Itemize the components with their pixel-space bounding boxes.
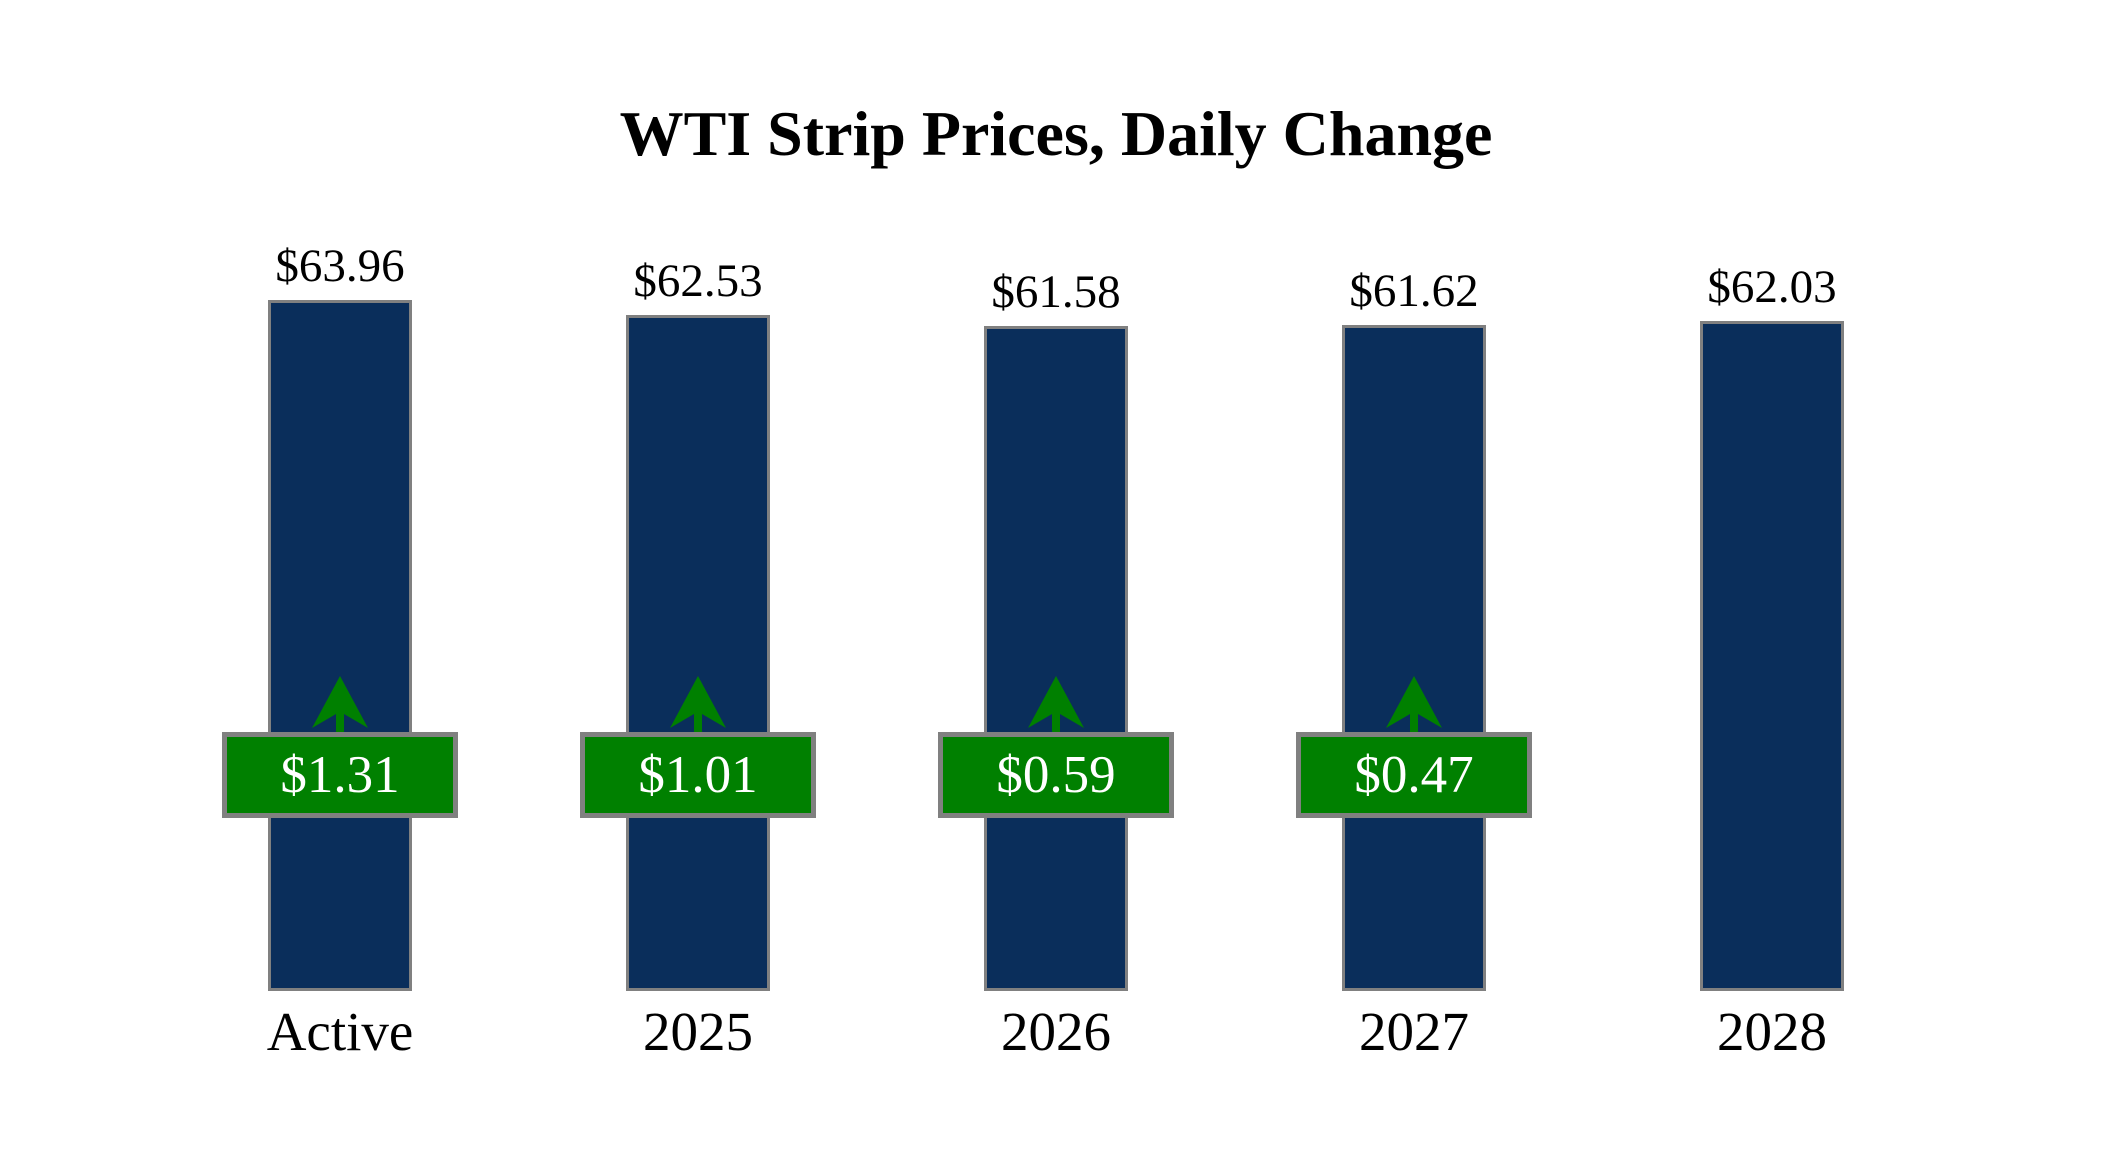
price-label: $62.03 (1707, 261, 1837, 313)
daily-change-badge: $0.47 (1296, 732, 1532, 818)
daily-change-badge: $1.31 (222, 732, 458, 818)
up-arrow-icon (1028, 676, 1084, 732)
bar (984, 326, 1128, 991)
category-label: 2028 (1717, 1001, 1827, 1062)
category-label: 2027 (1359, 1001, 1469, 1062)
price-label: $63.96 (275, 240, 405, 292)
category-label: 2026 (1001, 1001, 1111, 1062)
up-arrow-icon (312, 676, 368, 732)
chart-title: WTI Strip Prices, Daily Change (619, 98, 1493, 169)
daily-change-label: $1.31 (280, 745, 400, 804)
daily-change-label: $0.47 (1354, 745, 1474, 804)
price-label: $62.53 (633, 255, 763, 307)
up-arrow-icon (1386, 676, 1442, 732)
bar (1342, 325, 1486, 991)
bar (626, 315, 770, 991)
category-label: 2025 (643, 1001, 753, 1062)
up-arrow-icon (670, 676, 726, 732)
category-label: Active (266, 1001, 414, 1062)
bar (268, 300, 412, 991)
price-label: $61.58 (991, 266, 1121, 318)
daily-change-label: $1.01 (638, 745, 758, 804)
price-label: $61.62 (1349, 265, 1479, 317)
daily-change-label: $0.59 (996, 745, 1116, 804)
bar (1700, 321, 1844, 991)
daily-change-badge: $1.01 (580, 732, 816, 818)
daily-change-badge: $0.59 (938, 732, 1174, 818)
